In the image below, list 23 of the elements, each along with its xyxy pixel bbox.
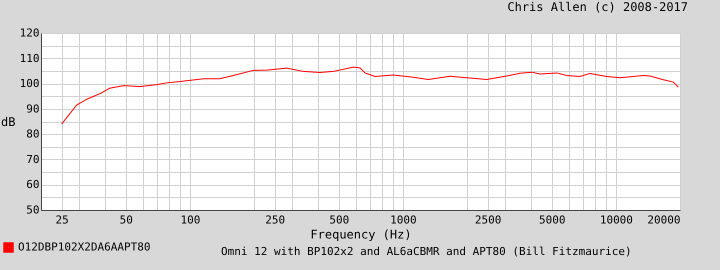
- chart-title: Chris Allen (c) 2008-2017: [507, 0, 688, 14]
- x-tick-label: 10000: [600, 214, 633, 226]
- y-tick-label: 80: [26, 128, 40, 141]
- x-axis-title: Frequency (Hz): [310, 228, 412, 242]
- x-tick-label: 1000: [390, 214, 417, 226]
- text: Omni 12 with BP102x2 and AL6aCBMR and APT80 (Bill Fitzmaurice): [221, 245, 632, 258]
- y-tick-label: 50: [26, 204, 40, 216]
- y-tick-label: 60: [26, 178, 40, 192]
- y-axis-title: dB: [1, 115, 16, 129]
- y-tick-label: 70: [26, 152, 40, 166]
- x-tick-label: 250: [265, 214, 286, 226]
- y-tick-label: 90: [26, 102, 40, 116]
- x-tick-label: 25: [56, 214, 69, 226]
- y-tick-label: 100: [20, 77, 40, 90]
- x-tick-label: 20000: [647, 214, 680, 226]
- y-tick-label: 110: [20, 52, 40, 65]
- x-tick-label: 500: [329, 214, 350, 226]
- x-tick-label: 50: [120, 214, 133, 226]
- x-tick-label: 2500: [474, 214, 502, 226]
- legend-label: O12DBP102X2DA6AAPT80: [18, 240, 150, 254]
- y-tick-label: 120: [20, 26, 40, 40]
- x-tick-label: 5000: [539, 214, 566, 226]
- x-tick-label: 100: [180, 214, 200, 226]
